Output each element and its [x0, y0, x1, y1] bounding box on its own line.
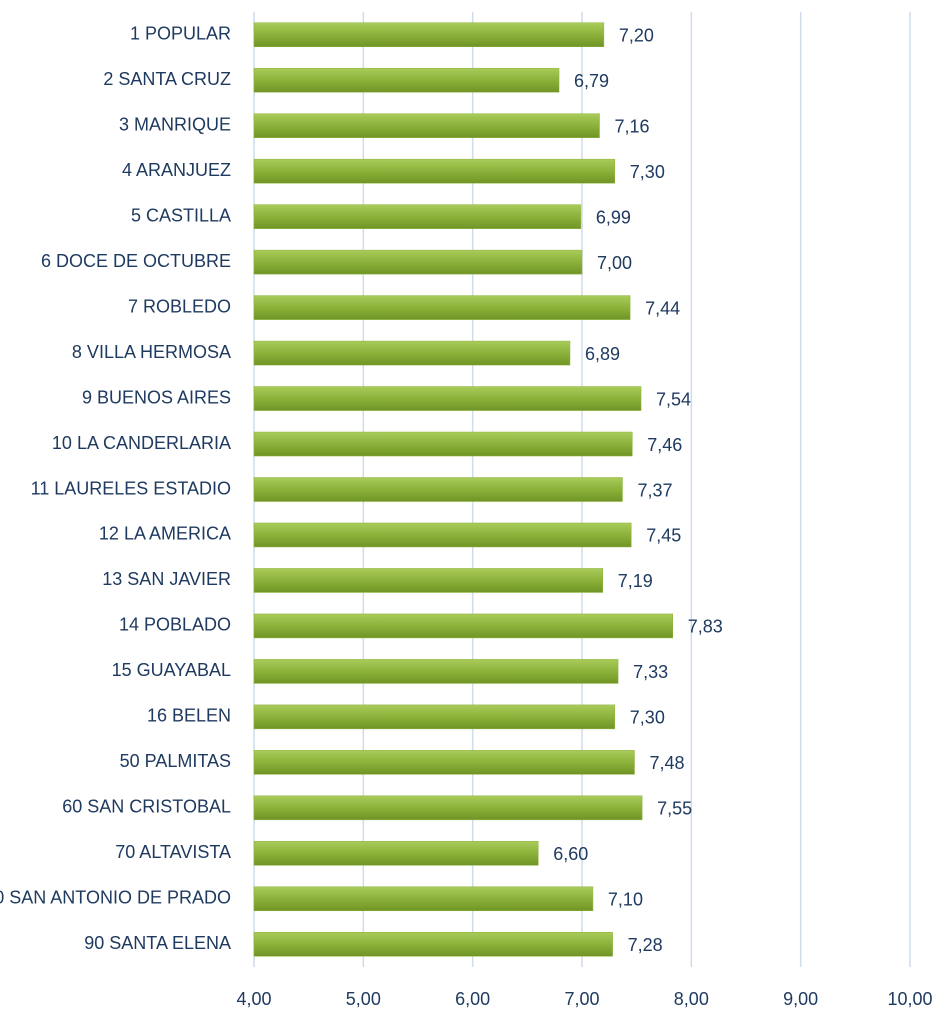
- value-label: 7,48: [649, 753, 684, 773]
- value-label: 7,16: [614, 116, 649, 136]
- bar: [253, 340, 571, 366]
- y-tick-label: 15 GUAYABAL: [112, 660, 231, 680]
- y-tick-label: 11 LAURELES ESTADIO: [31, 478, 231, 498]
- value-label: 7,55: [657, 799, 692, 819]
- bar: [253, 704, 616, 730]
- bar: [253, 841, 539, 866]
- x-tick-label: 9,00: [783, 989, 818, 1009]
- value-label: 7,44: [645, 298, 680, 318]
- y-tick-label: 50 PALMITAS: [120, 751, 231, 771]
- x-tick-label: 7,00: [564, 989, 599, 1009]
- bar: [253, 204, 582, 229]
- y-tick-label: 80 SAN ANTONIO DE PRADO: [0, 888, 231, 908]
- bar: [253, 477, 623, 502]
- y-tick-label: 5 CASTILLA: [131, 205, 231, 225]
- bar: [253, 22, 605, 47]
- value-label: 6,60: [553, 844, 588, 864]
- y-tick-label: 70 ALTAVISTA: [115, 842, 231, 862]
- y-tick-label: 1 POPULAR: [130, 23, 231, 43]
- y-tick-label: 14 POBLADO: [119, 615, 231, 635]
- x-tick-label: 10,00: [887, 989, 932, 1009]
- x-tick-label: 8,00: [674, 989, 709, 1009]
- x-tick-label: 6,00: [455, 989, 490, 1009]
- y-tick-label: 10 LA CANDERLARIA: [52, 433, 231, 453]
- y-tick-label: 9 BUENOS AIRES: [82, 387, 231, 407]
- y-tick-label: 13 SAN JAVIER: [102, 569, 231, 589]
- value-label: 7,54: [656, 389, 691, 409]
- bar: [253, 113, 600, 138]
- value-label: 7,30: [630, 708, 665, 728]
- bar: [253, 659, 619, 684]
- bar: [253, 249, 583, 275]
- value-label: 7,28: [628, 935, 663, 955]
- x-tick-label: 5,00: [346, 989, 381, 1009]
- y-tick-label: 8 VILLA HERMOSA: [72, 342, 231, 362]
- bar: [253, 568, 604, 593]
- value-label: 7,19: [618, 571, 653, 591]
- y-tick-label: 60 SAN CRISTOBAL: [62, 797, 231, 817]
- y-tick-label: 2 SANTA CRUZ: [103, 69, 231, 89]
- value-label: 7,20: [619, 25, 654, 45]
- value-label: 6,79: [574, 71, 609, 91]
- bar: [253, 932, 613, 957]
- x-tick-label: 4,00: [236, 989, 271, 1009]
- bar: [253, 750, 635, 775]
- y-tick-label: 90 SANTA ELENA: [84, 933, 231, 953]
- y-tick-label: 6 DOCE DE OCTUBRE: [41, 251, 231, 271]
- bar: [253, 67, 560, 93]
- y-tick-label: 4 ARANJUEZ: [122, 160, 231, 180]
- bar: [253, 431, 633, 457]
- value-label: 7,46: [647, 435, 682, 455]
- value-label: 7,45: [646, 526, 681, 546]
- bar: [253, 295, 631, 320]
- value-label: 7,33: [633, 662, 668, 682]
- y-tick-label: 3 MANRIQUE: [119, 114, 231, 134]
- value-label: 7,00: [597, 253, 632, 273]
- value-label: 6,99: [596, 207, 631, 227]
- value-label: 6,89: [585, 344, 620, 364]
- bar: [253, 522, 632, 548]
- bar: [253, 158, 616, 184]
- bar: [253, 386, 642, 411]
- value-label: 7,83: [688, 617, 723, 637]
- bar: [253, 613, 673, 639]
- y-tick-label: 7 ROBLEDO: [128, 296, 231, 316]
- y-tick-label: 16 BELEN: [147, 706, 231, 726]
- bar: [253, 886, 594, 912]
- value-label: 7,30: [630, 162, 665, 182]
- value-label: 7,37: [637, 480, 672, 500]
- y-tick-label: 12 LA AMERICA: [99, 524, 231, 544]
- value-label: 7,10: [608, 890, 643, 910]
- bar: [253, 795, 643, 821]
